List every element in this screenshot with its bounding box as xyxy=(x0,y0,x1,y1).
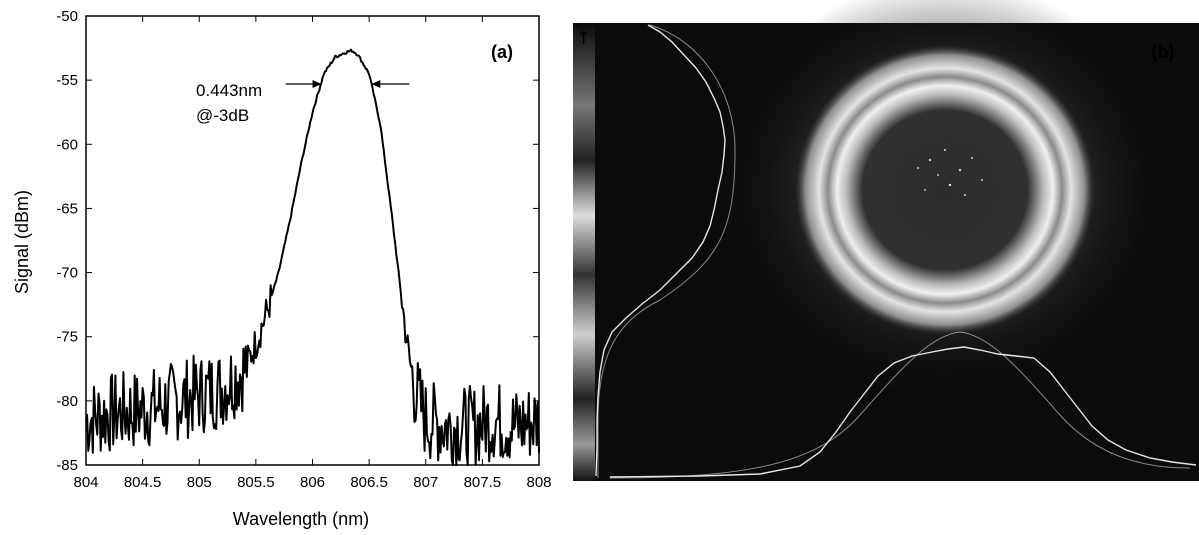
fwhm-arrow-left-icon xyxy=(312,79,322,88)
y-tick-label: -75 xyxy=(56,329,78,346)
beam-speckle xyxy=(917,149,983,196)
fwhm-arrow-right-icon xyxy=(371,79,381,88)
annular-beam-ring xyxy=(795,45,1095,335)
x-tick-label: 805 xyxy=(187,474,212,491)
fwhm-condition-label: @-3dB xyxy=(196,106,249,125)
y-tick-label: -55 xyxy=(56,72,78,89)
x-tick-label: 807 xyxy=(413,474,438,491)
chart-a: 804 804.5 805 805.5 806 806.5 807 807.5 808 -50 -5… xyxy=(12,8,552,529)
x-tick-label: 808 xyxy=(526,474,551,491)
plot-area-a: 804 804.5 805 805.5 806 806.5 807 807.5 808 -50 -5… xyxy=(56,8,551,491)
horizontal-profile-trace xyxy=(609,346,1197,478)
y-tick-label: -65 xyxy=(56,200,78,217)
y-axis-title: Signal (dBm) xyxy=(12,190,32,294)
x-tick-label: 806.5 xyxy=(350,474,388,491)
vertical-profile-trace xyxy=(595,24,726,477)
scale-arrow-icon: ↑ xyxy=(576,28,591,49)
spectrum-line xyxy=(85,48,540,466)
panel-label-a: (a) xyxy=(491,42,513,62)
panel-label-b: (b) xyxy=(1152,42,1175,62)
y-tick-label: -50 xyxy=(56,8,78,25)
y-tick-label: -60 xyxy=(56,136,78,153)
fwhm-label: 0.443nm xyxy=(196,81,262,100)
x-tick-label: 806 xyxy=(300,474,325,491)
intensity-scale-bar xyxy=(573,23,595,481)
x-tick-label: 804.5 xyxy=(124,474,162,491)
y-tick-label: -70 xyxy=(56,265,78,282)
y-tick-label: -85 xyxy=(56,457,78,474)
vertical-profile-fit xyxy=(597,24,736,478)
horizontal-profile-fit xyxy=(609,331,1191,479)
x-tick-label: 805.5 xyxy=(237,474,275,491)
x-tick-label: 804 xyxy=(73,474,98,491)
x-axis-title: Wavelength (nm) xyxy=(233,509,369,529)
x-tick-label: 807.5 xyxy=(464,474,502,491)
y-tick-label: -80 xyxy=(56,393,78,410)
